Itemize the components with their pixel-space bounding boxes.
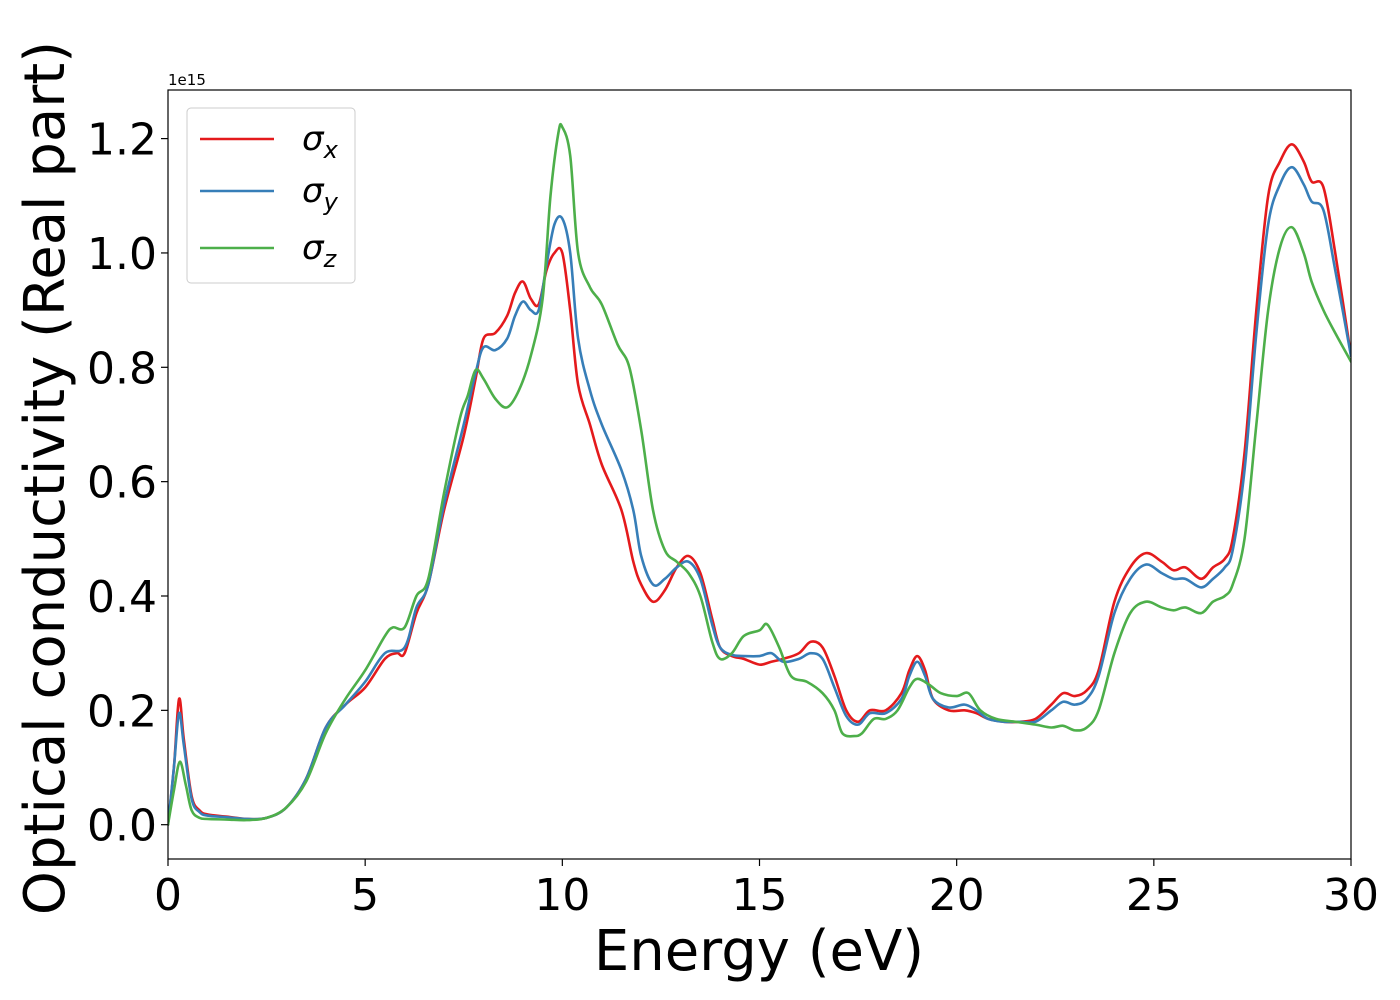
x-tick-label: 30 (1323, 870, 1379, 921)
y-tick-label: 1.2 (87, 115, 157, 166)
y-tick-label: 0.6 (87, 458, 157, 509)
y-tick-label: 0.2 (87, 686, 157, 737)
series-line-y (168, 165, 1351, 826)
y-axis: 0.0 0.2 0.4 0.6 0.8 1.0 1.2 (87, 115, 168, 852)
series-layer (168, 122, 1351, 826)
x-tick-label: 10 (534, 870, 590, 921)
legend-label-base: σ (302, 171, 325, 211)
x-tick-label: 0 (154, 870, 182, 921)
x-tick-label: 20 (929, 870, 985, 921)
y-tick-label: 0.0 (87, 801, 157, 852)
y-tick-label: 0.8 (87, 343, 157, 394)
x-tick-label: 5 (351, 870, 379, 921)
legend-label-base: σ (302, 228, 325, 268)
y-axis-label: Optical conductivity (Real part) (13, 41, 78, 915)
series-line-z (168, 122, 1351, 826)
y-tick-label: 0.4 (87, 572, 157, 623)
x-axis: 0 5 10 15 20 25 30 (154, 859, 1379, 921)
legend-box (186, 107, 356, 284)
y-axis-offset-label: 1e15 (168, 71, 206, 89)
x-axis-label: Energy (eV) (594, 919, 924, 984)
legend-label-z: σz (302, 228, 338, 273)
legend-label-subscript: y (323, 188, 339, 216)
x-tick-label: 25 (1126, 870, 1182, 921)
y-tick-label: 1.0 (87, 229, 157, 280)
legend-label-base: σ (302, 119, 325, 159)
series-line-x (168, 143, 1351, 826)
legend-label-subscript: z (323, 245, 338, 273)
x-tick-label: 15 (732, 870, 788, 921)
legend-label-y: σy (302, 171, 339, 216)
legend-label-subscript: x (323, 136, 339, 164)
legend-label-x: σx (302, 119, 339, 164)
